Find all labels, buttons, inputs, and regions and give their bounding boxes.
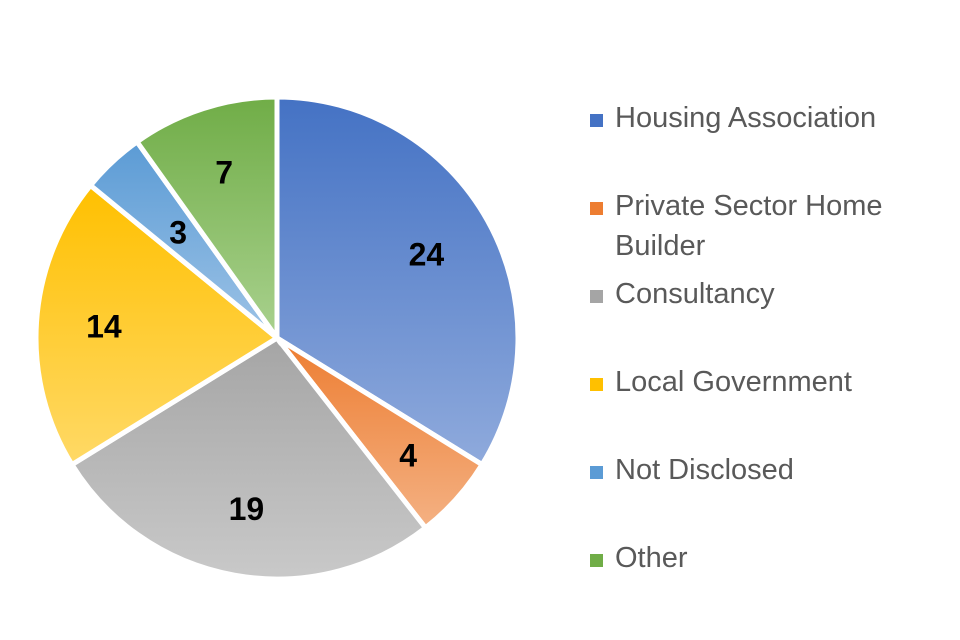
- legend-item-housing-association: Housing Association: [590, 98, 915, 138]
- legend-swatch: [590, 202, 603, 215]
- data-label-not-disclosed: 3: [169, 214, 187, 250]
- legend-label: Other: [615, 542, 688, 574]
- data-label-housing-association: 24: [409, 237, 445, 273]
- data-label-consultancy: 19: [229, 491, 265, 527]
- legend-label: Consultancy: [615, 278, 775, 310]
- pie-slices: [33, 94, 521, 582]
- pie-slice-other: [133, 94, 280, 346]
- legend-swatch: [590, 114, 603, 127]
- legend-swatch: [590, 378, 603, 391]
- legend-item-consultancy: Consultancy: [590, 274, 915, 314]
- legend-item-local-government: Local Government: [590, 362, 915, 402]
- legend-swatch: [590, 466, 603, 479]
- legend-label: Not Disclosed: [615, 454, 794, 486]
- data-label-local-government: 14: [86, 309, 122, 345]
- legend-item-private-sector-home-builder: Private Sector Home Builder: [590, 186, 915, 266]
- pie-slice-consultancy: [68, 334, 429, 582]
- data-label-private-sector-home-builder: 4: [399, 437, 417, 473]
- legend-label: Local Government: [615, 366, 852, 398]
- pie-slice-local-government: [33, 181, 282, 469]
- legend-item-not-disclosed: Not Disclosed: [590, 450, 915, 490]
- data-label-other: 7: [215, 155, 233, 191]
- legend-swatch: [590, 290, 603, 303]
- pie-data-labels: 24 4 19 14 37: [86, 155, 444, 527]
- legend-item-other: Other: [590, 538, 915, 578]
- legend-label: Private Sector Home Builder: [615, 190, 883, 262]
- legend-swatch: [590, 554, 603, 567]
- legend-label: Housing Association: [615, 102, 877, 134]
